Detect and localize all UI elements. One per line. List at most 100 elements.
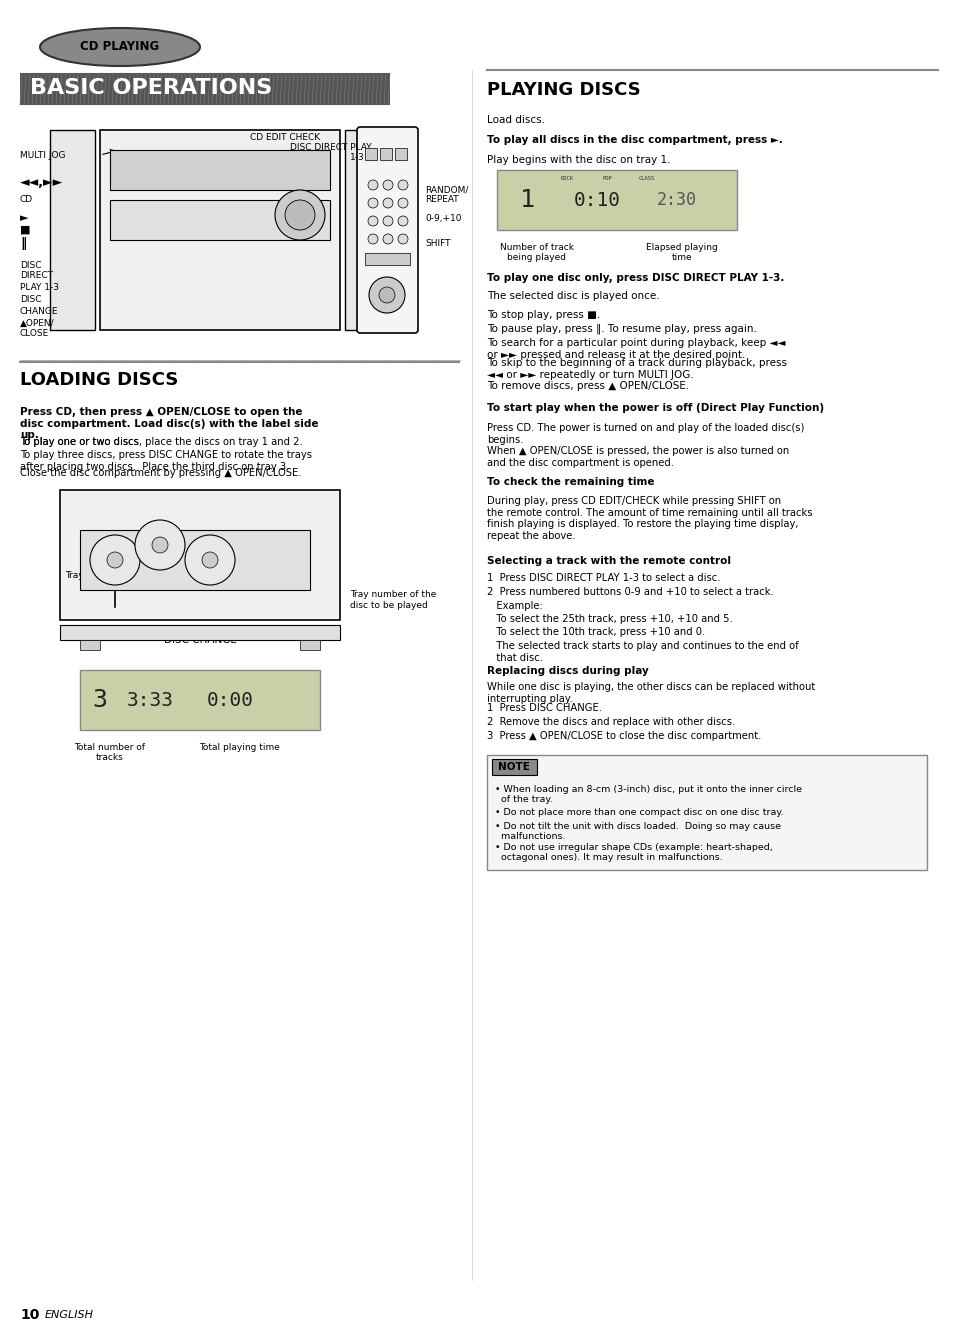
Bar [492,759,537,775]
Text: 3:33: 3:33 [127,690,173,710]
Text: SHIFT: SHIFT [424,239,450,249]
Text: Tray 1: Tray 1 [65,571,92,579]
Circle shape [368,234,377,243]
Text: Press CD. The power is turned on and play of the loaded disc(s)
begins.
When ▲ O: Press CD. The power is turned on and pla… [486,422,803,468]
Text: 0:10: 0:10 [573,190,619,210]
Text: Total number of
tracks: Total number of tracks [74,743,146,762]
Bar [395,148,407,160]
Bar [365,253,410,265]
Text: 3: 3 [92,689,108,713]
Text: • When loading an 8-cm (3-inch) disc, put it onto the inner circle
  of the tray: • When loading an 8-cm (3-inch) disc, pu… [495,785,801,805]
Text: POP: POP [601,175,611,180]
Text: To play one or two discs, place the discs on tray 1 and 2.: To play one or two discs, place the disc… [20,437,302,447]
FancyBboxPatch shape [20,74,390,106]
Bar [365,148,376,160]
Text: While one disc is playing, the other discs can be replaced without
interrupting : While one disc is playing, the other dis… [486,682,815,703]
Text: To start play when the power is off (Direct Play Function): To start play when the power is off (Dir… [486,402,823,413]
Text: DISC: DISC [20,295,42,305]
Text: BASIC OPERATIONS: BASIC OPERATIONS [30,78,272,98]
Text: ▲OPEN/: ▲OPEN/ [20,318,54,328]
Text: CD PLAYING: CD PLAYING [80,40,159,53]
Text: 0-9,+10: 0-9,+10 [424,214,461,222]
Circle shape [397,180,408,190]
Bar [100,130,339,330]
Text: CHANGE: CHANGE [20,306,58,316]
Text: DISC CHANGE: DISC CHANGE [163,635,236,644]
Circle shape [368,217,377,226]
Text: 1  Press DISC DIRECT PLAY 1-3 to select a disc.: 1 Press DISC DIRECT PLAY 1-3 to select a… [486,574,720,583]
Text: 0:00: 0:00 [206,690,253,710]
Text: • Do not place more than one compact disc on one disc tray.: • Do not place more than one compact dis… [495,808,782,817]
Text: DISC DIRECT PLAY: DISC DIRECT PLAY [290,143,372,152]
Text: Play begins with the disc on tray 1.: Play begins with the disc on tray 1. [486,155,670,164]
Circle shape [135,520,185,570]
Bar [379,148,392,160]
Text: 1: 1 [519,189,534,213]
Circle shape [285,201,314,230]
Text: Close the disc compartment by pressing ▲ OPEN/CLOSE.: Close the disc compartment by pressing ▲… [20,468,301,479]
Text: ‖: ‖ [20,238,27,250]
Circle shape [378,287,395,303]
Text: During play, press CD EDIT/CHECK while pressing SHIFT on
the remote control. The: During play, press CD EDIT/CHECK while p… [486,496,812,540]
Text: To stop play, press ■.: To stop play, press ■. [486,310,599,320]
Text: To check the remaining time: To check the remaining time [486,477,654,487]
Text: To pause play, press ‖. To resume play, press again.: To pause play, press ‖. To resume play, … [486,324,756,334]
Text: CLASS: CLASS [639,175,655,180]
Text: DISC: DISC [20,261,42,270]
FancyBboxPatch shape [356,127,417,333]
Text: The selected track starts to play and continues to the end of
   that disc.: The selected track starts to play and co… [486,640,798,663]
Text: LOADING DISCS: LOADING DISCS [20,370,178,389]
Circle shape [202,552,218,568]
Bar [50,130,95,330]
Circle shape [368,198,377,209]
Text: CD EDIT CHECK: CD EDIT CHECK [250,132,320,142]
Bar [110,201,330,241]
Text: 1  Press DISC CHANGE.: 1 Press DISC CHANGE. [486,703,601,713]
Text: ■: ■ [20,225,30,235]
Text: To skip to the beginning of a track during playback, press
◄◄ or ►► repeatedly o: To skip to the beginning of a track duri… [486,358,786,380]
Text: REPEAT: REPEAT [424,195,458,205]
Text: • Do not use irregular shape CDs (example: heart-shaped,
  octagonal ones). It m: • Do not use irregular shape CDs (exampl… [495,844,772,862]
Circle shape [368,180,377,190]
Text: RANDOM/: RANDOM/ [424,186,468,194]
Text: 3  Press ▲ OPEN/CLOSE to close the disc compartment.: 3 Press ▲ OPEN/CLOSE to close the disc c… [486,731,760,741]
Bar [345,130,390,330]
Text: MULTI JOG: MULTI JOG [20,151,66,159]
Text: ENGLISH: ENGLISH [45,1310,94,1320]
Circle shape [397,217,408,226]
Bar [497,170,737,230]
Text: PLAYING DISCS: PLAYING DISCS [486,82,640,99]
Text: 10: 10 [20,1308,39,1322]
Text: NOTE: NOTE [497,762,529,771]
Text: Press CD, then press ▲ OPEN/CLOSE to open the
disc compartment. Load disc(s) wit: Press CD, then press ▲ OPEN/CLOSE to ope… [20,406,318,440]
Circle shape [382,234,393,243]
Text: 2:30: 2:30 [657,191,697,209]
Circle shape [382,198,393,209]
Text: To select the 25th track, press +10, +10 and 5.: To select the 25th track, press +10, +10… [486,614,732,624]
Text: To play one or two discs: To play one or two discs [20,437,139,447]
Text: Selecting a track with the remote control: Selecting a track with the remote contro… [486,556,730,566]
Circle shape [382,180,393,190]
Bar [60,624,339,640]
Text: 2  Press numbered buttons 0-9 and +10 to select a track.: 2 Press numbered buttons 0-9 and +10 to … [486,587,773,598]
Text: CD: CD [20,195,33,205]
Text: PLAY 1-3: PLAY 1-3 [20,282,59,291]
Text: To play one disc only, press DISC DIRECT PLAY 1-3.: To play one disc only, press DISC DIRECT… [486,273,783,283]
Text: CLOSE: CLOSE [20,329,50,338]
Text: To play three discs, press DISC CHANGE to rotate the trays
after placing two dis: To play three discs, press DISC CHANGE t… [20,451,312,472]
Bar [80,640,100,650]
Text: The selected disc is played once.: The selected disc is played once. [486,291,659,301]
Text: To select the 10th track, press +10 and 0.: To select the 10th track, press +10 and … [486,627,704,636]
Bar [60,489,339,620]
Text: Load discs.: Load discs. [486,115,544,124]
Text: Tray number of the
disc to be played: Tray number of the disc to be played [350,591,436,610]
Text: ◄◄,►►: ◄◄,►► [20,176,63,190]
Circle shape [185,535,234,586]
Circle shape [274,190,325,241]
Text: • Do not tilt the unit with discs loaded.  Doing so may cause
  malfunctions.: • Do not tilt the unit with discs loaded… [495,822,781,841]
Circle shape [152,537,168,554]
Text: Replacing discs during play: Replacing discs during play [486,666,648,677]
Text: 2  Remove the discs and replace with other discs.: 2 Remove the discs and replace with othe… [486,717,735,727]
Text: 1-3: 1-3 [350,154,364,163]
Text: To remove discs, press ▲ OPEN/CLOSE.: To remove discs, press ▲ OPEN/CLOSE. [486,381,688,390]
